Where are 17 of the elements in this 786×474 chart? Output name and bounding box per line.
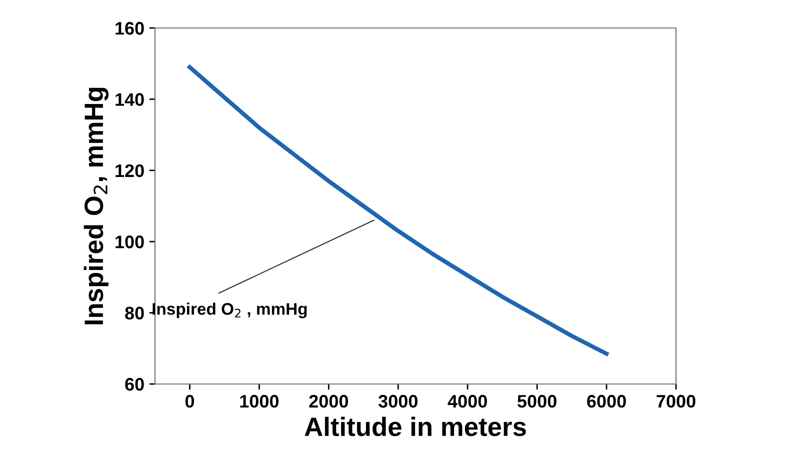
y-tick-label: 100	[116, 236, 144, 248]
y-tick-label: 120	[116, 164, 144, 178]
y-axis-title: Inspired O$_{2}$, mmHg	[84, 88, 109, 324]
y-tick-label: 80	[125, 306, 144, 320]
x-tick-label: 6000	[587, 394, 626, 408]
x-tick-label: 0	[185, 394, 194, 408]
y-tick-label: 140	[116, 93, 144, 106]
x-tick-label: 2000	[309, 394, 348, 408]
x-axis-title: Altitude in meters	[304, 416, 526, 436]
x-tick-label: 7000	[656, 394, 696, 408]
y-tick-label: 60	[125, 378, 144, 391]
x-tick-label: 4000	[448, 394, 487, 408]
x-tick-label: 1000	[240, 394, 279, 408]
y-tick-label: 160	[116, 22, 144, 35]
annotation: Inspired O$_{2}$ , mmHg	[152, 302, 307, 318]
x-tick-label: 5000	[518, 394, 556, 408]
x-tick-label: 3000	[378, 394, 418, 408]
